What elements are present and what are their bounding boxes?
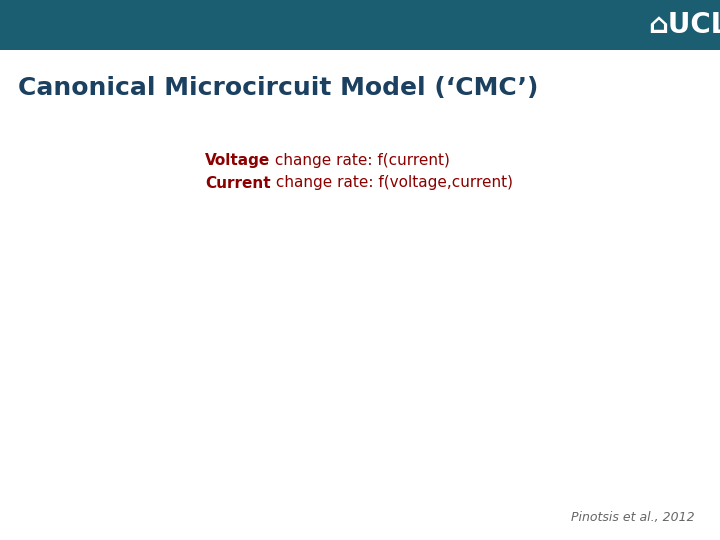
Text: Current: Current [205, 176, 271, 191]
Text: Pinotsis et al., 2012: Pinotsis et al., 2012 [572, 511, 695, 524]
Text: change rate: f(current): change rate: f(current) [270, 152, 450, 167]
Bar [0, 0, 720, 50]
Text: change rate: f(voltage,current): change rate: f(voltage,current) [271, 176, 513, 191]
Text: Voltage: Voltage [205, 152, 270, 167]
Text: Canonical Microcircuit Model (‘CMC’): Canonical Microcircuit Model (‘CMC’) [18, 76, 539, 100]
Text: ⌂UCL: ⌂UCL [648, 11, 720, 39]
